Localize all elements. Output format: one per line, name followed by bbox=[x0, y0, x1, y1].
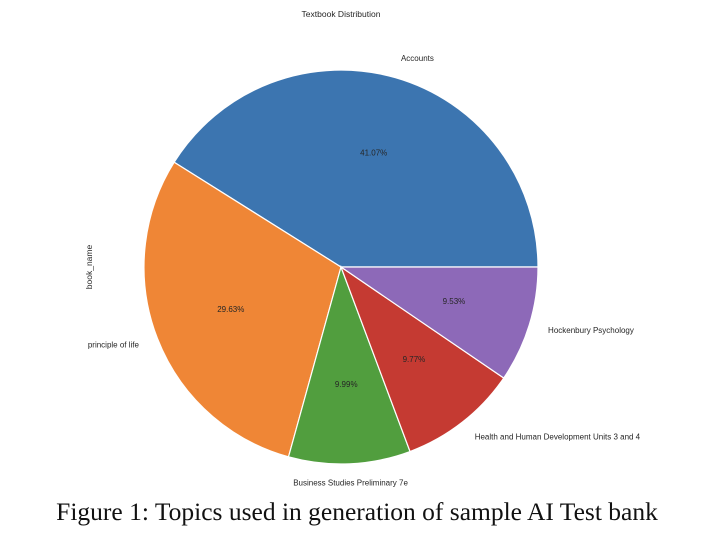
y-axis-label: book_name bbox=[84, 245, 94, 290]
slice-label-principle-of-life: principle of life bbox=[88, 340, 140, 349]
pie-slice-hockenbury-psychology bbox=[339, 266, 539, 379]
figure-caption: Figure 1: Topics used in generation of s… bbox=[56, 497, 658, 526]
pie-slices bbox=[143, 69, 539, 465]
slice-percent-hockenbury-psychology: 9.53% bbox=[443, 297, 466, 306]
slice-label-business-studies-preliminary-7e: Business Studies Preliminary 7e bbox=[293, 479, 408, 488]
slice-label-hockenbury-psychology: Hockenbury Psychology bbox=[548, 326, 634, 335]
slice-percent-accounts: 41.07% bbox=[360, 149, 387, 158]
pie-slice-accounts bbox=[173, 69, 539, 268]
pie-slice-principle-of-life bbox=[143, 161, 342, 458]
slice-label-accounts: Accounts bbox=[401, 54, 434, 63]
pie-slice-health-and-human-development-units-3-and-4 bbox=[339, 265, 505, 453]
pie-slice-business-studies-preliminary-7e bbox=[287, 265, 411, 465]
pie-chart-svg: Textbook Distribution book_name Accounts… bbox=[84, 9, 641, 488]
pie-chart-figure: Textbook Distribution book_name Accounts… bbox=[84, 9, 641, 488]
slice-percent-principle-of-life: 29.63% bbox=[217, 305, 244, 314]
slice-percent-health-and-human-development-units-3-and-4: 9.77% bbox=[403, 355, 426, 364]
slice-percent-business-studies-preliminary-7e: 9.99% bbox=[335, 380, 358, 389]
chart-title: Textbook Distribution bbox=[302, 9, 381, 19]
pie-labels: Accounts 41.07% principle of life 29.63% Bus… bbox=[88, 54, 641, 488]
slice-label-health-and-human-development-units-3-and-4: Health and Human Development Units 3 and… bbox=[475, 433, 641, 442]
